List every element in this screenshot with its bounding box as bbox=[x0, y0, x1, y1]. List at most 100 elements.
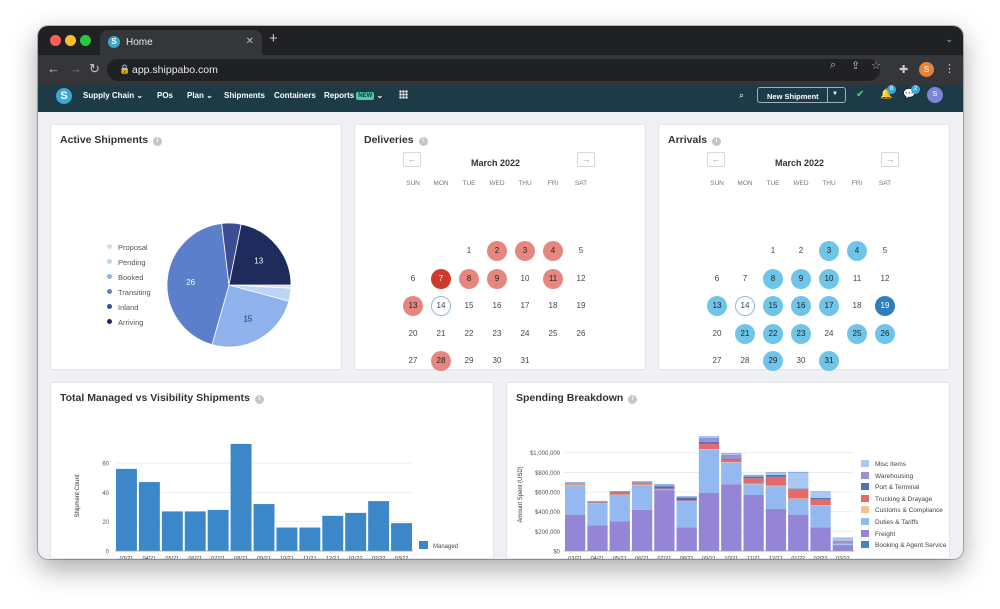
info-icon[interactable]: i bbox=[254, 395, 264, 404]
bar[interactable] bbox=[276, 527, 298, 551]
stacked-bar-segment[interactable] bbox=[698, 493, 720, 551]
calendar-day[interactable]: 8 bbox=[763, 268, 783, 289]
browser-menu-icon[interactable]: ⋮ bbox=[944, 63, 955, 75]
calendar-day[interactable]: 10 bbox=[520, 273, 530, 283]
spending-legend-item[interactable]: Booking & Agent Service bbox=[861, 541, 947, 549]
pie-legend-item[interactable]: Transiting bbox=[107, 288, 151, 297]
stacked-bar-segment[interactable] bbox=[676, 501, 697, 528]
nav-containers[interactable]: Containers bbox=[274, 91, 316, 100]
spending-legend-item[interactable]: Warehousing bbox=[861, 471, 913, 480]
stacked-bar-segment[interactable] bbox=[676, 500, 697, 502]
stacked-bar-segment[interactable] bbox=[743, 494, 764, 551]
bar[interactable] bbox=[299, 527, 321, 551]
next-month-button[interactable]: → bbox=[881, 152, 899, 167]
calendar-day[interactable]: 18 bbox=[852, 301, 862, 310]
browser-tab[interactable]: S Home ✕ bbox=[100, 30, 262, 55]
stacked-bar-segment[interactable] bbox=[565, 485, 586, 515]
extensions-puzzle-icon[interactable]: ✚ bbox=[899, 64, 909, 76]
browser-profile-avatar[interactable]: S bbox=[919, 62, 934, 77]
stacked-bar-segment[interactable] bbox=[765, 486, 787, 509]
calendar-day[interactable]: 15 bbox=[763, 296, 783, 316]
info-icon[interactable]: i bbox=[418, 137, 428, 146]
shippabo-logo[interactable]: S bbox=[56, 88, 72, 104]
zoom-icon[interactable]: ⌕ bbox=[830, 59, 837, 71]
nav-shipments[interactable]: Shipments bbox=[224, 91, 265, 100]
stacked-bar-segment[interactable] bbox=[832, 545, 853, 551]
spending-legend-item[interactable]: Freight bbox=[861, 529, 895, 538]
stacked-bar-segment[interactable] bbox=[721, 462, 742, 485]
maximize-window-button[interactable] bbox=[80, 35, 91, 46]
calendar-day[interactable]: 24 bbox=[824, 328, 834, 338]
stacked-bar-segment[interactable] bbox=[788, 472, 809, 489]
stacked-bar-segment[interactable] bbox=[721, 458, 742, 460]
stacked-bar-segment[interactable] bbox=[721, 484, 742, 551]
pie-slice-transiting[interactable] bbox=[166, 222, 230, 346]
info-icon[interactable]: i bbox=[712, 137, 722, 146]
spending-legend-item[interactable]: Misc Items bbox=[861, 460, 906, 468]
spending-legend-item[interactable]: Trucking & Drayage bbox=[861, 494, 932, 503]
calendar-day[interactable]: 29 bbox=[464, 356, 474, 365]
stacked-bar-segment[interactable] bbox=[743, 475, 764, 477]
calendar-day[interactable]: 22 bbox=[464, 328, 474, 338]
stacked-bar-segment[interactable] bbox=[676, 497, 697, 501]
stacked-bar-segment[interactable] bbox=[765, 474, 787, 477]
calendar-day[interactable]: 16 bbox=[791, 296, 811, 316]
calendar-day[interactable]: 4 bbox=[543, 241, 563, 261]
stacked-bar-segment[interactable] bbox=[631, 485, 653, 510]
stacked-bar-segment[interactable] bbox=[810, 505, 831, 528]
stacked-bar-segment[interactable] bbox=[810, 499, 831, 506]
calendar-day[interactable]: 2 bbox=[487, 241, 507, 261]
nav-reports[interactable]: Reports NEW ⌄ bbox=[324, 91, 384, 100]
stacked-bar-segment[interactable] bbox=[587, 503, 608, 526]
bar[interactable] bbox=[138, 482, 160, 551]
tab-list-chevron-icon[interactable]: ⌄ bbox=[945, 34, 953, 44]
stacked-bar-segment[interactable] bbox=[587, 525, 608, 551]
pie-legend-item[interactable]: Pending bbox=[107, 258, 146, 267]
calendar-day[interactable]: 9 bbox=[487, 268, 507, 289]
calendar-day[interactable]: 3 bbox=[515, 241, 535, 261]
stacked-bar-segment[interactable] bbox=[810, 497, 831, 500]
new-tab-button[interactable]: + bbox=[269, 30, 278, 47]
stacked-bar-segment[interactable] bbox=[698, 437, 720, 438]
stacked-bar-segment[interactable] bbox=[743, 478, 764, 484]
stacked-bar-segment[interactable] bbox=[698, 449, 720, 494]
stacked-bar-segment[interactable] bbox=[832, 542, 853, 544]
nav-plan[interactable]: Plan ⌄ bbox=[187, 91, 213, 100]
stacked-bar-segment[interactable] bbox=[721, 459, 742, 463]
bar[interactable] bbox=[253, 504, 275, 551]
calendar-day[interactable]: 23 bbox=[492, 328, 502, 338]
spending-legend-item[interactable]: Customs & Compliance bbox=[861, 506, 943, 514]
user-avatar[interactable]: S bbox=[927, 87, 943, 103]
calendar-day[interactable]: 14 bbox=[431, 296, 451, 316]
calendar-day[interactable]: 11 bbox=[543, 268, 563, 289]
next-month-button[interactable]: → bbox=[577, 152, 595, 167]
calendar-day[interactable]: 7 bbox=[431, 268, 451, 289]
stacked-bar-segment[interactable] bbox=[810, 527, 831, 551]
calendar-day[interactable]: 25 bbox=[548, 328, 558, 338]
calendar-day[interactable]: 31 bbox=[819, 351, 839, 371]
calendar-day[interactable]: 27 bbox=[408, 356, 418, 365]
calendar-day[interactable]: 30 bbox=[492, 356, 502, 365]
reload-icon[interactable]: ↻ bbox=[89, 61, 100, 76]
stacked-bar-segment[interactable] bbox=[788, 498, 809, 515]
stacked-bar-segment[interactable] bbox=[721, 453, 742, 455]
bar[interactable] bbox=[207, 509, 229, 551]
stacked-bar-segment[interactable] bbox=[631, 509, 653, 551]
bar[interactable] bbox=[161, 511, 183, 551]
calendar-day[interactable]: 10 bbox=[819, 268, 839, 289]
calendar-day[interactable]: 2 bbox=[798, 246, 804, 255]
calendar-day[interactable]: 20 bbox=[712, 328, 722, 338]
chat-icon[interactable]: 💬 bbox=[903, 89, 916, 100]
stacked-bar-segment[interactable] bbox=[609, 494, 630, 522]
stacked-bar-segment[interactable] bbox=[654, 488, 675, 490]
spending-legend-item[interactable]: Port & Terminal bbox=[861, 483, 919, 491]
calendar-day[interactable]: 13 bbox=[707, 296, 727, 316]
calendar-day[interactable]: 19 bbox=[576, 301, 586, 310]
stacked-bar-segment[interactable] bbox=[654, 485, 675, 487]
info-icon[interactable]: i bbox=[153, 137, 163, 146]
bell-icon[interactable]: 🔔 bbox=[880, 89, 893, 100]
tab-close-icon[interactable]: ✕ bbox=[245, 36, 254, 47]
stacked-bar-segment[interactable] bbox=[698, 438, 720, 442]
stacked-bar-segment[interactable] bbox=[631, 482, 653, 485]
minimize-window-button[interactable] bbox=[65, 35, 76, 46]
